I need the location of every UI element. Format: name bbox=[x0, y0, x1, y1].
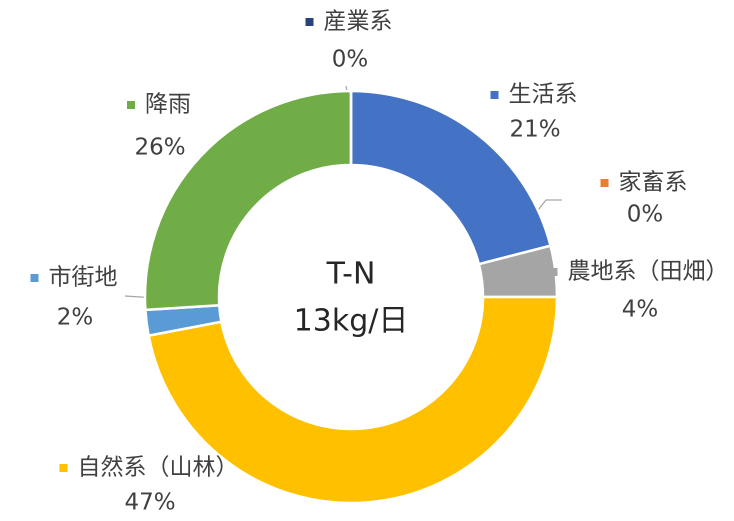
data-label-name: 家畜系 bbox=[619, 170, 688, 196]
data-label-value: 0% bbox=[627, 202, 664, 228]
data-label-value: 26% bbox=[134, 135, 185, 161]
data-label-name: 農地系（田畑） bbox=[568, 259, 729, 285]
data-label-value: 4% bbox=[622, 297, 659, 323]
data-label-name: 自然系（山林） bbox=[78, 455, 239, 481]
legend-marker bbox=[600, 179, 609, 187]
legend-marker bbox=[59, 464, 68, 472]
data-label-name: 市街地 bbox=[49, 265, 118, 291]
data-label-value: 2% bbox=[57, 305, 94, 331]
center-text: 13kg/日 bbox=[294, 304, 409, 339]
legend-marker bbox=[549, 268, 558, 276]
legend-marker bbox=[490, 91, 499, 99]
legend-marker bbox=[305, 18, 314, 26]
data-label-name: 生活系 bbox=[509, 82, 578, 108]
legend-marker bbox=[127, 101, 135, 109]
legend-marker bbox=[30, 274, 39, 282]
data-label-value: 0% bbox=[332, 47, 369, 73]
center-text: T-N bbox=[326, 257, 376, 292]
data-label-name: 降雨 bbox=[145, 92, 191, 118]
donut-slice bbox=[143, 89, 353, 312]
data-label-value: 21% bbox=[509, 117, 560, 143]
data-label-value: 47% bbox=[124, 490, 175, 516]
donut-slice bbox=[147, 295, 559, 505]
data-label-name: 産業系 bbox=[324, 9, 393, 35]
